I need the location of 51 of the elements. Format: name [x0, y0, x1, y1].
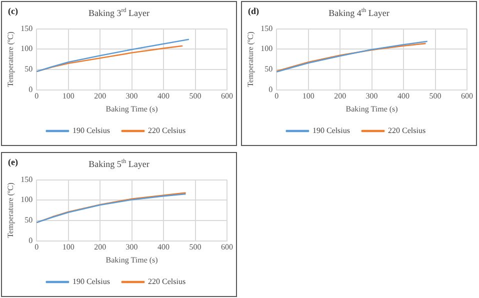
x-tick-label: 600 [221, 242, 233, 252]
x-tick-label: 500 [189, 242, 202, 252]
x-axis-title: Baking Time (s) [106, 255, 158, 264]
y-tick-label: 100 [260, 44, 273, 54]
x-tick-label: 300 [126, 242, 138, 252]
x-tick-label: 200 [94, 242, 106, 252]
text: (e) [8, 157, 18, 167]
x-tick-label: 200 [94, 92, 106, 101]
x-tick-label: 600 [221, 92, 233, 101]
chart-title: Baking 4$^{th}$ Layer [328, 8, 390, 18]
y-axis-title: Temperature (ºC) [6, 182, 15, 238]
y-tick-label: 0 [28, 236, 33, 245]
text: (c) [8, 6, 18, 16]
y-tick-label: 50 [24, 64, 33, 74]
legend-label: 190 Celsius [72, 126, 110, 136]
chart-title: Baking 3$^{rd}$ Layer [88, 8, 150, 18]
text: (d) [248, 6, 259, 16]
x-tick-label: 0 [274, 92, 279, 101]
y-tick-label: 50 [264, 64, 273, 74]
x-tick-label: 400 [398, 92, 410, 101]
legend-label: 190 Celsius [72, 277, 110, 286]
x-tick-label: 300 [366, 92, 378, 101]
x-tick-label: 400 [158, 92, 170, 101]
chart-title: Baking 5$^{th}$ Layer [88, 159, 150, 169]
x-tick-label: 600 [461, 92, 473, 101]
x-tick-label: 400 [158, 242, 170, 252]
y-tick-label: 150 [20, 174, 33, 184]
y-tick-label: 150 [260, 24, 273, 33]
x-tick-label: 300 [126, 92, 138, 101]
y-axis-title: Temperature (ºC) [246, 31, 255, 88]
x-axis-title: Baking Time (s) [106, 104, 158, 114]
y-tick-label: 50 [24, 216, 33, 225]
y-tick-label: 0 [268, 84, 273, 94]
legend-label: 220 Celsius [148, 126, 186, 136]
legend-label: 190 Celsius [312, 126, 350, 136]
y-tick-label: 100 [20, 44, 33, 54]
x-tick-label: 200 [334, 92, 346, 101]
x-tick-label: 0 [34, 92, 39, 101]
x-tick-label: 500 [429, 92, 442, 101]
y-tick-label: 100 [20, 195, 33, 204]
x-tick-label: 500 [189, 92, 202, 101]
x-tick-label: 0 [34, 242, 39, 252]
x-tick-label: 100 [62, 92, 74, 101]
y-tick-label: 150 [20, 24, 33, 33]
y-axis-title: Temperature (ºC) [6, 31, 15, 88]
x-axis-title: Baking Time (s) [346, 104, 398, 114]
x-tick-label: 100 [302, 92, 314, 101]
legend-label: 220 Celsius [388, 126, 426, 136]
x-tick-label: 100 [62, 242, 74, 252]
y-tick-label: 0 [28, 84, 33, 94]
legend-label: 220 Celsius [148, 277, 186, 286]
